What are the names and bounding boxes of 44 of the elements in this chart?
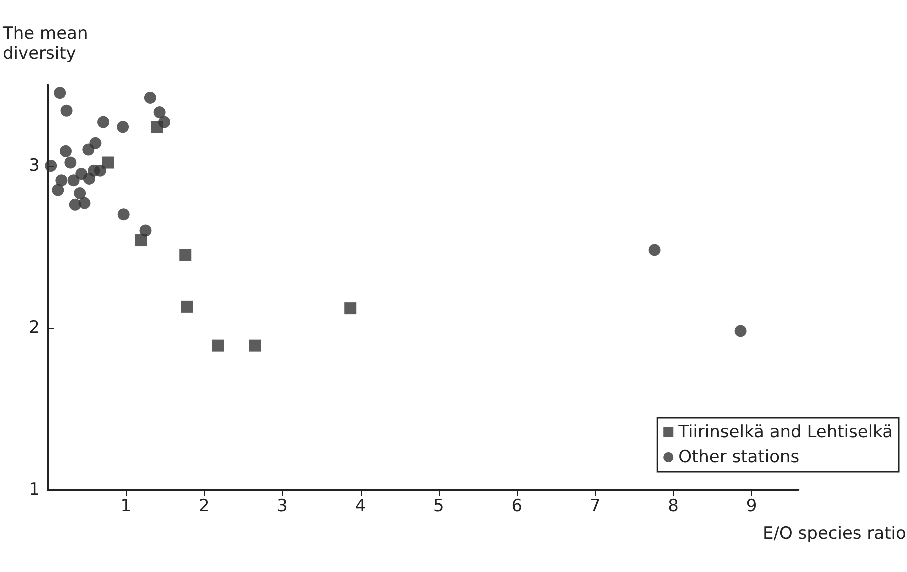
y-tick-label: 3 <box>29 156 40 176</box>
point <box>68 174 80 187</box>
point <box>94 164 106 177</box>
point <box>181 300 194 313</box>
point <box>344 302 357 315</box>
point <box>144 92 156 104</box>
point <box>648 244 661 256</box>
x-tick-label: 8 <box>668 496 679 516</box>
x-tick-label: 5 <box>434 496 444 516</box>
point <box>118 208 130 221</box>
point <box>82 144 95 156</box>
point <box>140 224 152 237</box>
point <box>52 184 64 196</box>
x-axis-title: E/O species ratio <box>763 524 906 544</box>
y-axis-title: The mean diversity <box>2 24 88 64</box>
point <box>74 188 86 200</box>
legend-label: Other stations <box>678 448 800 468</box>
point <box>734 325 747 338</box>
point <box>56 174 68 187</box>
point <box>78 197 91 210</box>
point <box>45 160 58 172</box>
point <box>60 104 73 117</box>
x-tick-label: 1 <box>120 496 132 516</box>
point <box>154 106 166 119</box>
x-tick-label: 4 <box>355 496 366 516</box>
y-tick-label: 2 <box>29 318 40 338</box>
point <box>212 340 224 352</box>
point <box>158 116 171 128</box>
point <box>180 249 192 262</box>
point <box>249 340 262 352</box>
point <box>60 145 72 158</box>
x-tick-label: 7 <box>590 496 601 516</box>
x-tick-label: 9 <box>746 496 758 516</box>
point <box>117 121 130 134</box>
point <box>64 156 77 169</box>
x-tick-label: 6 <box>512 496 523 516</box>
point <box>102 156 114 169</box>
point <box>54 87 66 100</box>
x-tick-label: 3 <box>277 496 288 516</box>
x-tick-label: 2 <box>198 496 210 516</box>
legend-label: Tiirinselkä and Lehtiselkä <box>678 422 894 442</box>
point <box>98 116 110 128</box>
point <box>135 234 148 247</box>
y-tick-label: 1 <box>29 480 40 500</box>
